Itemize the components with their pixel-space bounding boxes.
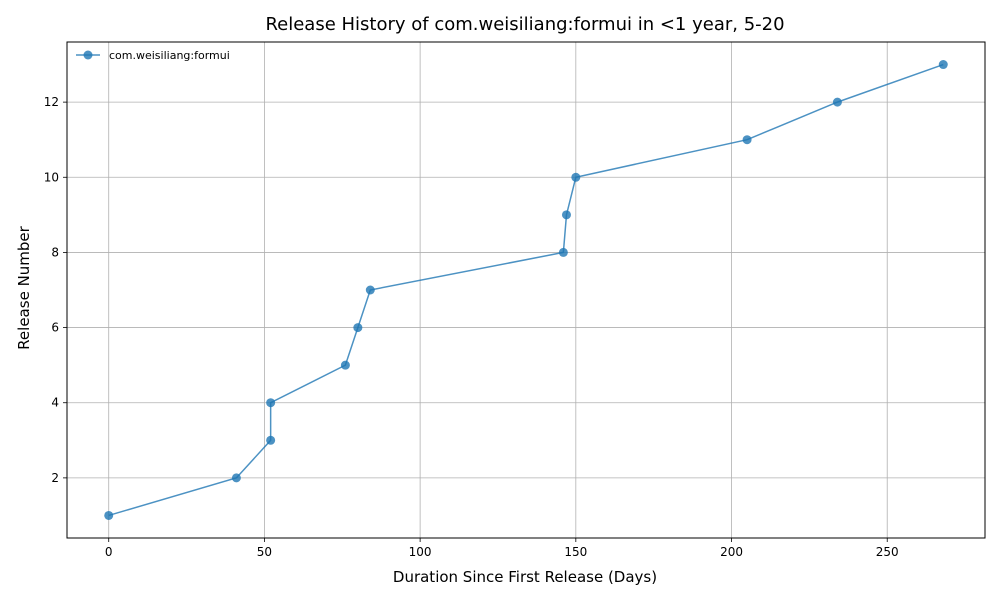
- x-tick-label: 250: [876, 545, 899, 559]
- series-layer: [104, 60, 948, 520]
- y-tick-layer: 2 4 6 8 10 12: [44, 95, 67, 485]
- data-point: [340, 360, 350, 370]
- series-line: [108, 63, 944, 517]
- data-point: [231, 473, 241, 483]
- x-tick-label: 150: [564, 545, 587, 559]
- y-tick-label: 10: [44, 170, 59, 184]
- x-tick-label: 100: [409, 545, 432, 559]
- grid-layer: [67, 42, 985, 538]
- y-tick-label: 2: [51, 471, 59, 485]
- chart-title: Release History of com.weisiliang:formui…: [265, 14, 784, 35]
- y-tick-label: 6: [51, 321, 59, 335]
- legend-label: com.weisiliang:formui: [109, 49, 230, 62]
- legend: com.weisiliang:formui: [76, 49, 230, 62]
- y-tick-label: 12: [44, 95, 59, 109]
- data-point: [365, 285, 375, 295]
- legend-marker-swatch: [83, 50, 93, 60]
- data-point: [938, 60, 948, 70]
- data-point: [266, 435, 276, 445]
- data-point: [571, 172, 581, 182]
- data-point: [353, 323, 363, 333]
- plot-frame: [66, 41, 986, 539]
- data-point: [742, 135, 752, 145]
- x-tick-label: 200: [720, 545, 743, 559]
- data-point: [558, 247, 568, 257]
- y-tick-label: 8: [51, 245, 59, 259]
- y-tick-label: 4: [51, 396, 59, 410]
- data-point: [832, 97, 842, 107]
- y-axis-title: Release Number: [15, 225, 33, 349]
- x-tick-label: 50: [257, 545, 272, 559]
- x-tick-layer: 0 50 100 150 200 250: [105, 538, 899, 559]
- data-point: [266, 398, 276, 408]
- data-point: [561, 210, 571, 220]
- x-axis-title: Duration Since First Release (Days): [393, 568, 657, 586]
- data-point: [104, 510, 114, 520]
- x-tick-label: 0: [105, 545, 113, 559]
